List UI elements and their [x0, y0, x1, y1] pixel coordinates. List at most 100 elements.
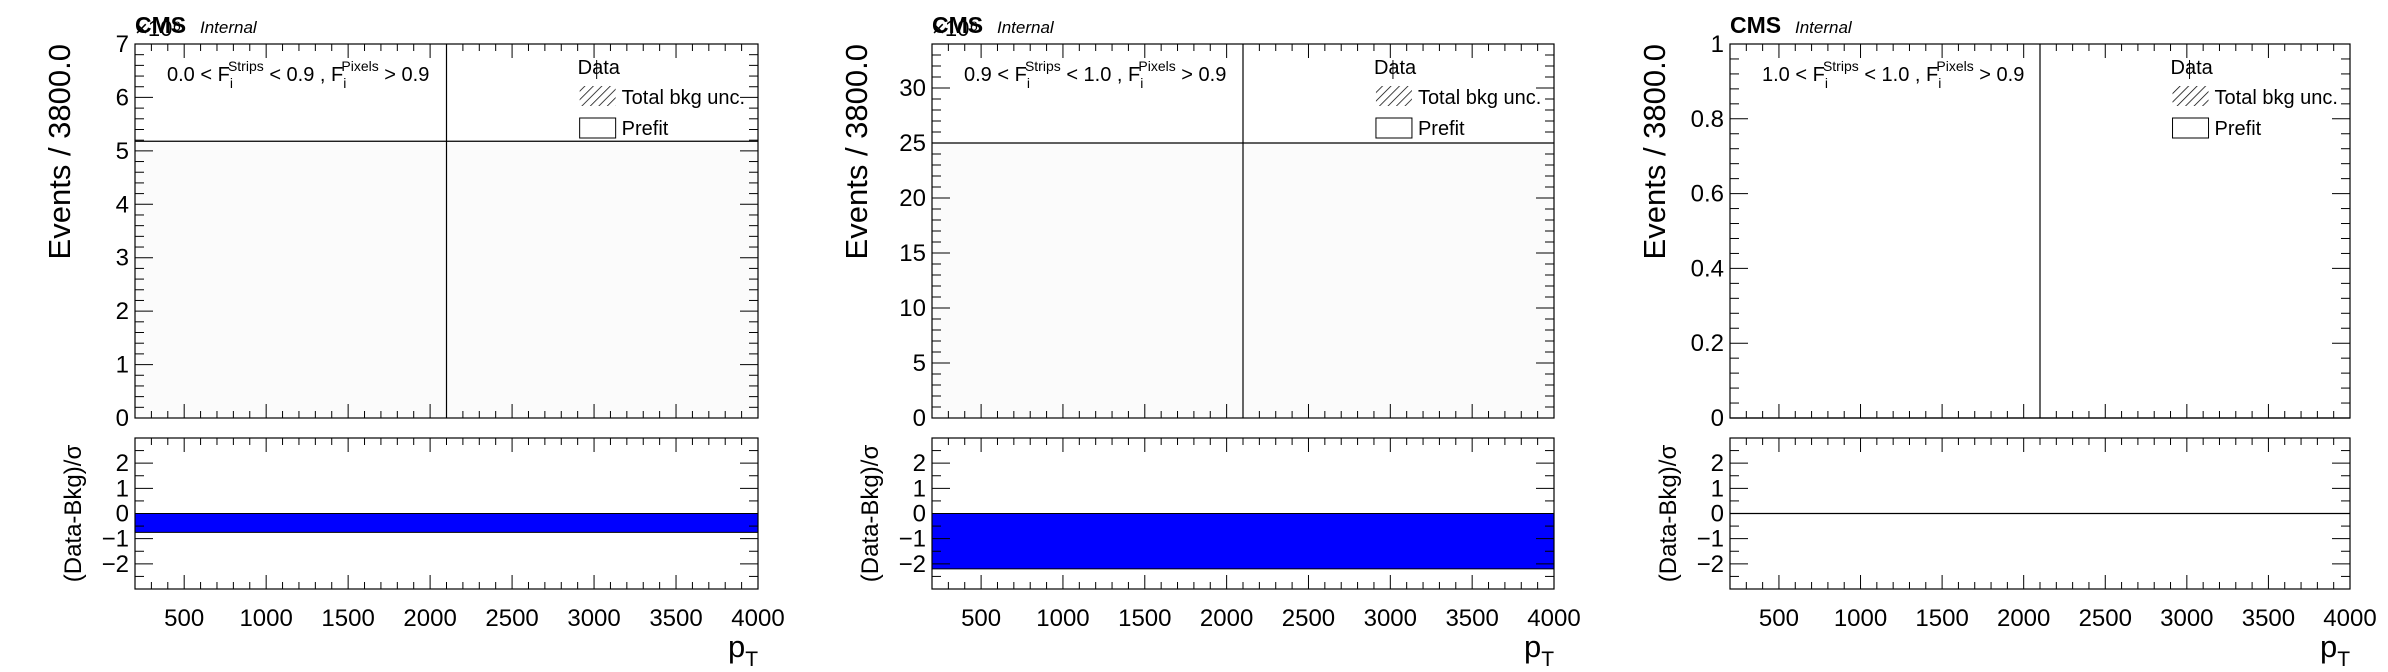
pull-y-axis-title: (Data-Bkg)/σ	[60, 445, 87, 583]
x-tick-label: 1000	[1834, 605, 1887, 632]
x-tick-label: 3500	[2242, 605, 2295, 632]
y-axis-title: Events / 3800.0	[839, 44, 874, 259]
cms-label: CMS	[1730, 12, 1781, 38]
y-tick-label: 0	[1711, 405, 1724, 432]
y-tick-label: 15	[899, 240, 926, 267]
pull-y-tick-label: 1	[116, 475, 129, 502]
legend-prefit-label: Prefit	[2215, 118, 2262, 140]
cms-label: CMS	[932, 12, 983, 38]
legend-unc-swatch	[1375, 86, 1412, 106]
y-exponent-label: ×10⁶	[932, 16, 978, 41]
x-tick-label: 2500	[2079, 605, 2132, 632]
y-tick-label: 0.4	[1691, 255, 1724, 282]
legend-prefit-swatch	[1375, 117, 1413, 139]
legend-unc-label: Total bkg unc.	[622, 87, 745, 109]
x-tick-label: 1000	[1036, 605, 1089, 632]
x-tick-label: 1500	[1118, 605, 1171, 632]
pull-y-tick-label: 2	[1711, 450, 1724, 477]
pull-y-tick-label: 1	[913, 475, 926, 502]
x-tick-label: 500	[1759, 605, 1799, 632]
pull-y-tick-label: 0	[913, 501, 926, 528]
x-tick-label: 500	[164, 605, 204, 632]
pull-band	[134, 513, 759, 533]
pull-y-tick-label: −1	[899, 526, 926, 553]
y-tick-label: 20	[899, 185, 926, 212]
cms-label: CMS	[135, 12, 186, 38]
selection-label: 1.0 < FiStrips < 1.0 , FiPixels > 0.9	[1762, 58, 2024, 91]
legend-data-label: Data	[2171, 57, 2214, 79]
internal-label: Internal	[200, 18, 258, 37]
legend-prefit-swatch	[2172, 117, 2210, 139]
pull-y-tick-label: 0	[1711, 501, 1724, 528]
pull-y-tick-label: 2	[913, 450, 926, 477]
x-tick-label: 1500	[321, 605, 374, 632]
pull-y-tick-label: −2	[102, 551, 129, 578]
pull-band	[931, 513, 1555, 570]
x-tick-label: 500	[961, 605, 1001, 632]
pull-y-axis-title: (Data-Bkg)/σ	[857, 445, 884, 583]
x-tick-label: 3500	[649, 605, 702, 632]
y-tick-label: 2	[116, 298, 129, 325]
y-tick-label: 4	[116, 191, 129, 218]
pull-y-tick-label: −2	[1697, 551, 1724, 578]
x-axis-title: pT	[728, 629, 758, 671]
selection-label: 0.0 < FiStrips < 0.9 , FiPixels > 0.9	[167, 58, 429, 91]
y-tick-label: 0.2	[1691, 330, 1724, 357]
y-tick-label: 30	[899, 75, 926, 102]
x-tick-label: 2000	[403, 605, 456, 632]
pull-y-tick-label: −1	[102, 526, 129, 553]
y-tick-label: 0	[913, 405, 926, 432]
legend-prefit-swatch	[579, 117, 617, 139]
x-tick-label: 3000	[567, 605, 620, 632]
y-tick-label: 3	[116, 245, 129, 272]
x-tick-label: 2500	[485, 605, 538, 632]
y-tick-label: 7	[116, 31, 129, 58]
legend-unc-label: Total bkg unc.	[2215, 87, 2338, 109]
x-tick-label: 2000	[1200, 605, 1253, 632]
x-tick-label: 3000	[2160, 605, 2213, 632]
x-tick-label: 4000	[2323, 605, 2376, 632]
x-tick-label: 4000	[1527, 605, 1580, 632]
selection-label: 0.9 < FiStrips < 1.0 , FiPixels > 0.9	[964, 58, 1226, 91]
y-tick-label: 0	[116, 405, 129, 432]
y-axis-title: Events / 3800.0	[1637, 44, 1672, 259]
y-tick-label: 0.8	[1691, 106, 1724, 133]
legend-unc-swatch	[2172, 86, 2209, 106]
pull-y-axis-title: (Data-Bkg)/σ	[1655, 445, 1682, 583]
x-tick-label: 1000	[239, 605, 292, 632]
y-exponent-label: ×10⁶	[135, 16, 181, 41]
legend-data-label: Data	[1374, 57, 1417, 79]
y-tick-label: 1	[116, 352, 129, 379]
y-tick-label: 10	[899, 295, 926, 322]
x-tick-label: 2500	[1282, 605, 1335, 632]
y-tick-label: 6	[116, 84, 129, 111]
y-tick-label: 25	[899, 130, 926, 157]
y-tick-label: 1	[1711, 31, 1724, 58]
internal-label: Internal	[1795, 18, 1853, 37]
pull-y-tick-label: 0	[116, 501, 129, 528]
x-tick-label: 1500	[1915, 605, 1968, 632]
x-tick-label: 3000	[1364, 605, 1417, 632]
pull-y-tick-label: 1	[1711, 475, 1724, 502]
x-axis-title: pT	[1524, 629, 1554, 671]
legend-unc-label: Total bkg unc.	[1418, 87, 1541, 109]
pull-y-tick-label: −1	[1697, 526, 1724, 553]
x-tick-label: 2000	[1997, 605, 2050, 632]
legend-data-label: Data	[578, 57, 621, 79]
pull-y-tick-label: 2	[116, 450, 129, 477]
internal-label: Internal	[997, 18, 1055, 37]
legend-prefit-label: Prefit	[622, 118, 669, 140]
y-tick-label: 0.6	[1691, 181, 1724, 208]
pull-y-tick-label: −2	[899, 551, 926, 578]
x-axis-title: pT	[2320, 629, 2350, 671]
x-tick-label: 4000	[731, 605, 784, 632]
legend-prefit-label: Prefit	[1418, 118, 1465, 140]
y-tick-label: 5	[913, 350, 926, 377]
y-axis-title: Events / 3800.0	[42, 44, 77, 259]
legend-unc-swatch	[579, 86, 616, 106]
x-tick-label: 3500	[1445, 605, 1498, 632]
